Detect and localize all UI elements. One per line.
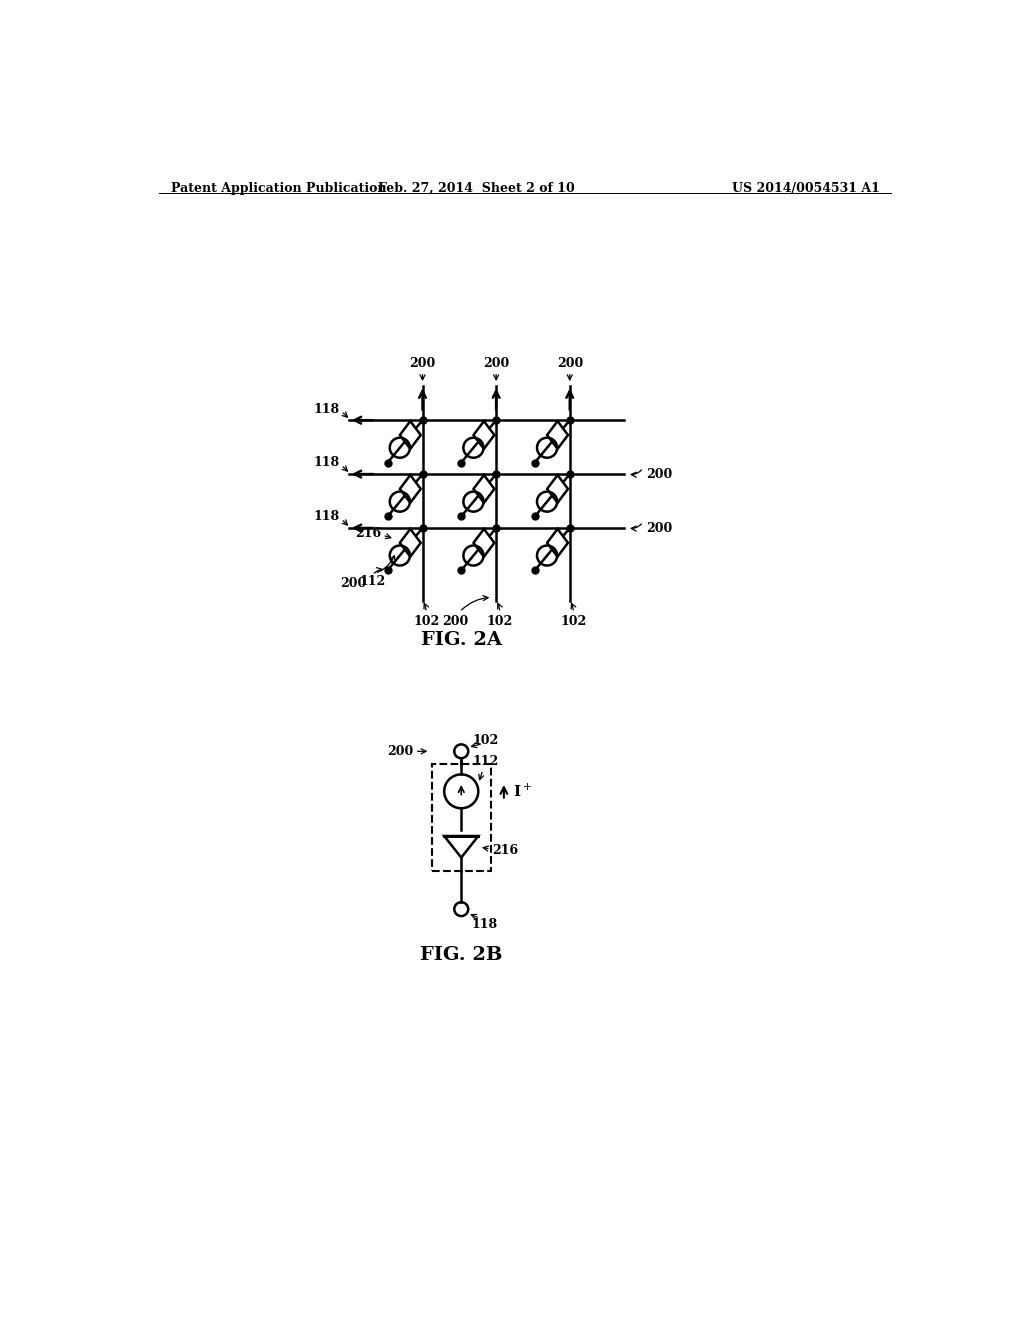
Text: 216: 216 [354, 527, 381, 540]
Text: 112: 112 [473, 755, 499, 768]
Polygon shape [473, 529, 495, 557]
Text: 112: 112 [359, 574, 386, 587]
Polygon shape [547, 529, 568, 557]
Text: Feb. 27, 2014  Sheet 2 of 10: Feb. 27, 2014 Sheet 2 of 10 [379, 182, 575, 194]
Polygon shape [547, 475, 568, 503]
Text: 118: 118 [313, 457, 340, 470]
Text: 200: 200 [387, 744, 414, 758]
Bar [432, 764, 490, 871]
Text: 102: 102 [473, 734, 499, 747]
Text: 102: 102 [414, 615, 439, 628]
Polygon shape [547, 421, 568, 449]
Text: 118: 118 [471, 919, 498, 932]
Text: 200: 200 [557, 358, 583, 370]
Polygon shape [473, 421, 495, 449]
Text: 200: 200 [410, 358, 435, 370]
Text: I$^+$: I$^+$ [513, 783, 532, 800]
Text: 118: 118 [313, 403, 340, 416]
Text: 200: 200 [646, 521, 672, 535]
Text: 216: 216 [493, 843, 518, 857]
Text: US 2014/0054531 A1: US 2014/0054531 A1 [732, 182, 880, 194]
Polygon shape [399, 421, 421, 449]
Text: 102: 102 [486, 615, 513, 628]
Text: 200: 200 [442, 615, 469, 628]
Text: FIG. 2B: FIG. 2B [420, 946, 503, 965]
Text: FIG. 2A: FIG. 2A [421, 631, 502, 648]
Text: 200: 200 [340, 577, 366, 590]
Text: 118: 118 [313, 511, 340, 524]
Polygon shape [399, 475, 421, 503]
Polygon shape [399, 529, 421, 557]
Text: 200: 200 [646, 467, 672, 480]
Text: 200: 200 [483, 358, 509, 370]
Polygon shape [444, 836, 478, 858]
Text: Patent Application Publication: Patent Application Publication [171, 182, 386, 194]
Text: 102: 102 [560, 615, 587, 628]
Polygon shape [473, 475, 495, 503]
